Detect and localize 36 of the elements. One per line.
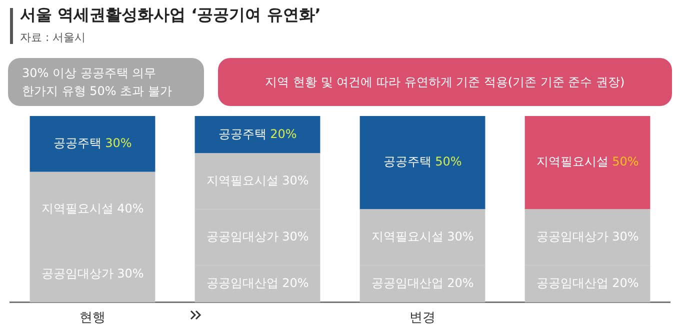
text: 지역필요시설 [41, 201, 114, 216]
data-label: 50% [612, 154, 639, 169]
series-label: 공공임대산업 [206, 276, 282, 290]
text: 지역필요시설 [536, 154, 608, 169]
series-label: 공공임대상가 [206, 229, 282, 244]
data-label: 20% [447, 276, 474, 290]
data-label: 40% [117, 201, 144, 216]
text: 30% 이상 공공주택 의무 한가지 유형 50% 초과 불가 [8, 58, 204, 106]
text: 공공주택 [53, 136, 102, 150]
text: 지역 현황 및 여건에 따라 유연하게 기준 적용(기존 기준 준수 권장) [218, 58, 672, 106]
text: 공공임대상가 [536, 229, 608, 244]
text: 지역필요시설 [371, 229, 444, 244]
data-label: 50% [435, 154, 462, 169]
x-tick-label: 변경 [410, 310, 436, 326]
data-label: 30% [612, 229, 639, 244]
data-label: 30% [105, 136, 132, 150]
data-label: 30% [282, 229, 309, 244]
bar [30, 116, 156, 172]
data-label: 20% [612, 276, 639, 290]
bar [524, 116, 650, 210]
text: 공공임대산업 [371, 276, 444, 290]
text: 공공임대상가 [41, 266, 114, 281]
data-label: 30% [447, 229, 474, 244]
series-label: 공공주택 [218, 126, 270, 141]
x-tick-label: 현행 [80, 310, 106, 326]
chart-title: 서울 역세권활성화사업 ‘공공기여 유연화’ [20, 5, 321, 26]
text: 공공임대산업 [536, 276, 608, 290]
data-label: 30% [282, 173, 309, 188]
data-label: 20% [270, 126, 297, 141]
series-label: 지역필요시설 [206, 173, 282, 188]
chart-subtitle: 자료 : 서울시 [20, 30, 86, 45]
data-label: 20% [282, 276, 309, 290]
bar [194, 116, 320, 154]
bar [360, 116, 486, 210]
text: 공공주택 [383, 154, 432, 169]
data-label: 30% [117, 266, 144, 281]
